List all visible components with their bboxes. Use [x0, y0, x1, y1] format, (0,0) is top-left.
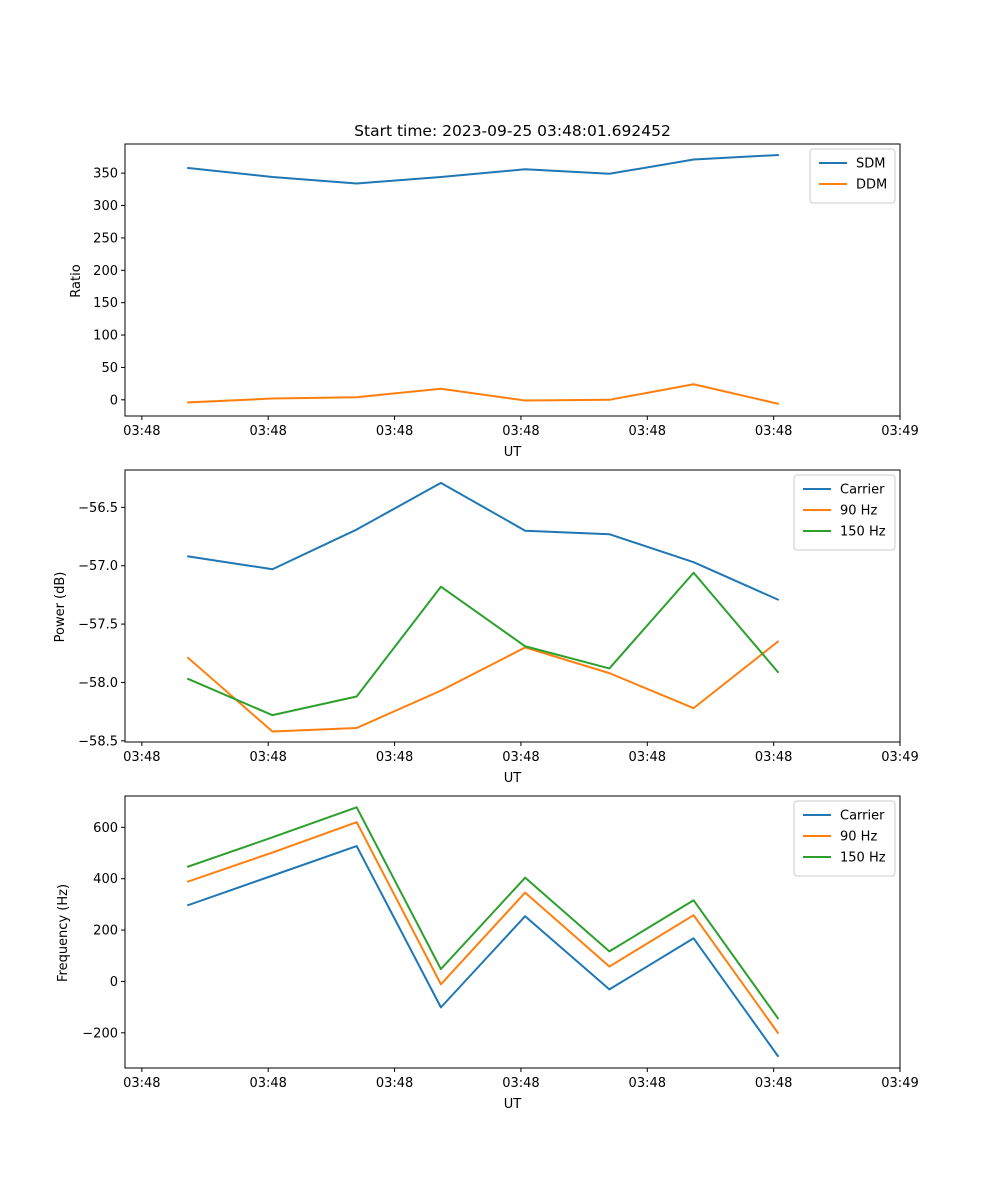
x-axis-label: UT	[504, 1097, 522, 1112]
y-tick-label: 400	[93, 872, 118, 887]
legend-label: DDM	[856, 178, 887, 193]
series-line-90-hz	[186, 640, 780, 733]
legend: SDM DDM	[809, 148, 896, 204]
x-tick-label: 03:48	[376, 424, 413, 439]
x-tick-label: 03:48	[502, 424, 539, 439]
y-tick-label: 250	[93, 231, 118, 246]
y-tick-label: 600	[93, 821, 118, 836]
series-lines	[186, 806, 780, 1058]
series-line-carrier	[186, 845, 780, 1058]
x-tick-label: 03:49	[881, 750, 918, 765]
x-ticks: 03:48 03:48 03:48 03:48 03:48 03:48 03:49	[123, 416, 919, 439]
y-tick-label: 50	[101, 361, 118, 376]
y-tick-label: 350	[93, 167, 118, 182]
series-lines	[186, 481, 780, 733]
legend: Carrier 90 Hz 150 Hz	[793, 474, 896, 551]
frequency-panel: 03:48 03:48 03:48 03:48 03:48 03:48 03:49 −200…	[56, 795, 919, 1112]
y-tick-label: −200	[82, 1026, 118, 1041]
x-tick-label: 03:48	[123, 424, 160, 439]
y-axis-label: Power (dB)	[53, 572, 68, 643]
y-ticks: −200 0 200 400 600	[82, 821, 125, 1041]
x-tick-label: 03:48	[249, 424, 286, 439]
y-tick-label: 150	[93, 296, 118, 311]
series-line-sdm	[187, 153, 779, 185]
legend-label: Carrier	[840, 483, 885, 498]
legend-label: 150 Hz	[840, 851, 886, 866]
x-tick-label: 03:48	[502, 1076, 539, 1091]
y-axis-label: Ratio	[69, 264, 84, 297]
y-tick-label: −58.5	[78, 734, 118, 749]
x-tick-label: 03:48	[755, 750, 792, 765]
legend-label: 90 Hz	[840, 830, 877, 845]
y-tick-label: 100	[93, 329, 118, 344]
series-line-150-hz	[186, 571, 780, 717]
legend-label: 150 Hz	[840, 525, 886, 540]
legend: Carrier 90 Hz 150 Hz	[793, 800, 896, 877]
x-tick-label: 03:48	[249, 750, 286, 765]
series-line-ddm	[187, 383, 780, 405]
x-tick-label: 03:48	[376, 1076, 413, 1091]
x-tick-label: 03:48	[629, 1076, 666, 1091]
axes-frame	[124, 795, 901, 1069]
x-tick-label: 03:48	[629, 750, 666, 765]
x-axis-label: UT	[504, 445, 522, 460]
x-tick-label: 03:48	[502, 750, 539, 765]
x-tick-label: 03:48	[755, 424, 792, 439]
legend-label: 90 Hz	[840, 504, 877, 519]
axes-frame	[124, 469, 901, 743]
series-line-150-hz	[186, 806, 780, 1020]
series-lines	[187, 153, 780, 405]
legend-label: SDM	[856, 157, 885, 172]
ratio-panel: Start time: 2023-09-25 03:48:01.692452 0…	[69, 122, 919, 460]
y-tick-label: 0	[110, 393, 118, 408]
x-tick-label: 03:49	[881, 1076, 918, 1091]
x-ticks: 03:48 03:48 03:48 03:48 03:48 03:48 03:49	[123, 742, 919, 765]
y-tick-label: −56.5	[78, 501, 118, 516]
y-tick-label: −58.0	[78, 676, 118, 691]
y-tick-label: 200	[93, 264, 118, 279]
x-tick-label: 03:48	[755, 1076, 792, 1091]
y-tick-label: −57.0	[78, 559, 118, 574]
legend-label: Carrier	[840, 809, 885, 824]
series-line-carrier	[187, 481, 780, 601]
x-tick-label: 03:48	[629, 424, 666, 439]
x-ticks: 03:48 03:48 03:48 03:48 03:48 03:48 03:49	[123, 1068, 919, 1091]
axes-frame	[124, 143, 901, 417]
x-tick-label: 03:48	[376, 750, 413, 765]
x-axis-label: UT	[504, 771, 522, 786]
power-panel: 03:48 03:48 03:48 03:48 03:48 03:48 03:49 −58.…	[53, 469, 919, 786]
x-tick-label: 03:48	[123, 750, 160, 765]
y-tick-label: 300	[93, 199, 118, 214]
y-ticks: 0 50 100 150 200 250 300 350	[93, 167, 125, 408]
x-tick-label: 03:48	[123, 1076, 160, 1091]
y-axis-label: Frequency (Hz)	[56, 884, 71, 982]
x-tick-label: 03:48	[249, 1076, 286, 1091]
y-tick-label: −57.5	[78, 618, 118, 633]
x-tick-label: 03:49	[881, 424, 918, 439]
y-tick-label: 200	[93, 924, 118, 939]
series-line-90-hz	[186, 821, 780, 1035]
y-tick-label: 0	[110, 975, 118, 990]
y-ticks: −58.5 −58.0 −57.5 −57.0 −56.5	[78, 501, 125, 749]
chart-title: Start time: 2023-09-25 03:48:01.692452	[354, 122, 671, 140]
